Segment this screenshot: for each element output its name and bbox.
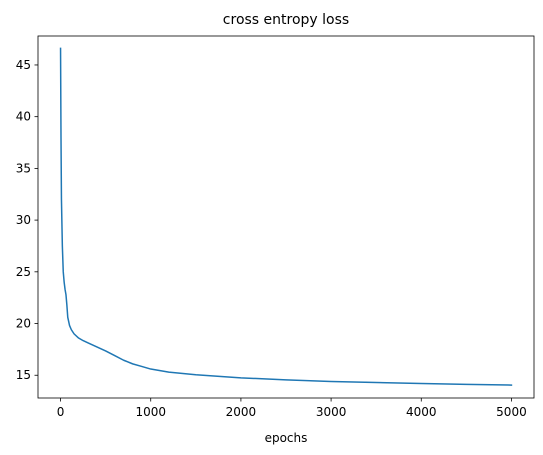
x-tick-label: 2000 xyxy=(226,405,257,419)
y-tick-label: 45 xyxy=(16,58,31,72)
loss-line xyxy=(59,47,513,386)
x-tick-label: 4000 xyxy=(406,405,437,419)
series-layer xyxy=(59,47,513,386)
x-tick-label: 1000 xyxy=(135,405,166,419)
y-tick-label: 40 xyxy=(16,110,31,124)
x-axis: 0 1000 2000 3000 4000 5000 xyxy=(57,398,527,419)
y-tick-label: 15 xyxy=(16,368,31,382)
y-axis: 15 20 25 30 35 40 45 xyxy=(16,58,38,382)
plot-frame xyxy=(37,35,535,399)
x-tick-label: 3000 xyxy=(316,405,347,419)
x-axis-label: epochs xyxy=(265,431,308,445)
y-tick-label: 25 xyxy=(16,265,31,279)
x-tick-label: 5000 xyxy=(496,405,527,419)
x-tick-label: 0 xyxy=(57,405,65,419)
chart-title: cross entropy loss xyxy=(223,12,349,28)
y-tick-label: 20 xyxy=(16,317,31,331)
plot-background xyxy=(38,36,534,398)
y-tick-label: 35 xyxy=(16,161,31,175)
y-tick-label: 30 xyxy=(16,213,31,227)
